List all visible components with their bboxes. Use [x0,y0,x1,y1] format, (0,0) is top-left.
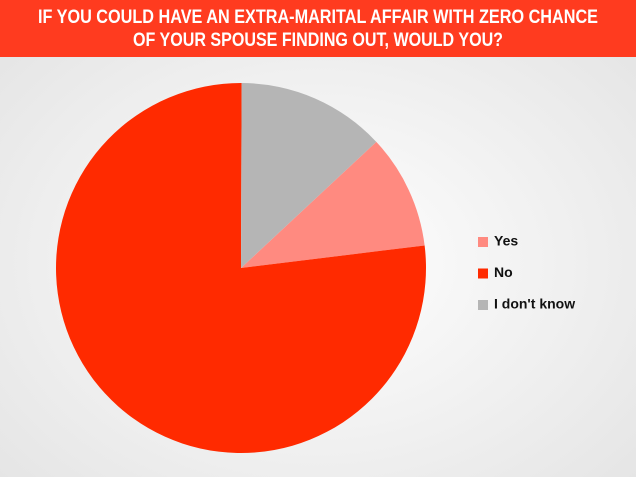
legend-swatch [478,237,488,247]
chart-title: OF YOUR SPOUSE FINDING OUT, WOULD YOU? [133,30,503,51]
pie-slice [241,83,377,268]
pie-slice [56,83,427,454]
legend-swatch [478,300,488,310]
legend-swatch [478,268,488,279]
legend-label: No [494,264,513,280]
title-banner [0,0,636,57]
chart-title: IF YOU COULD HAVE AN EXTRA-MARITAL AFFAI… [38,7,598,28]
pie-slice [241,141,425,268]
legend-label: Yes [494,233,518,249]
legend-label: I don't know [494,296,575,312]
